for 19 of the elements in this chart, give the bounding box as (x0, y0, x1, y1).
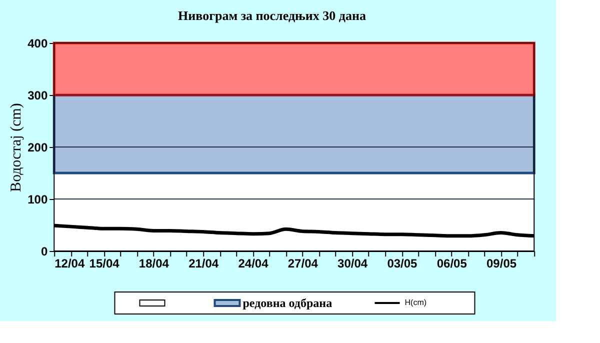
x-tick-label: 30/04 (338, 256, 368, 270)
x-tick-label: 03/05 (387, 256, 418, 270)
y-tick-label: 200 (28, 140, 48, 154)
x-tick-label: 21/04 (188, 256, 219, 270)
y-tick-label: 300 (28, 88, 48, 102)
x-tick-label: 24/04 (238, 256, 269, 270)
legend-label: редовна одбрана (242, 296, 332, 310)
x-tick-label: 09/05 (486, 256, 517, 270)
y-tick-label: 100 (28, 192, 48, 206)
x-tick-label: 12/04 (54, 256, 85, 270)
x-tick-label: 18/04 (138, 256, 170, 270)
chart-title: Нивограм за последњих 30 дана (178, 8, 366, 23)
x-tick-label: 06/05 (436, 256, 468, 270)
x-tick-label: 27/04 (288, 256, 318, 270)
x-tick-label: 15/04 (89, 256, 120, 270)
legend-label: H(cm) (404, 298, 427, 307)
y-tick-label: 0 (40, 244, 48, 258)
y-axis-title: Водостај (cm) (8, 103, 25, 192)
y-tick-label: 400 (28, 36, 48, 50)
